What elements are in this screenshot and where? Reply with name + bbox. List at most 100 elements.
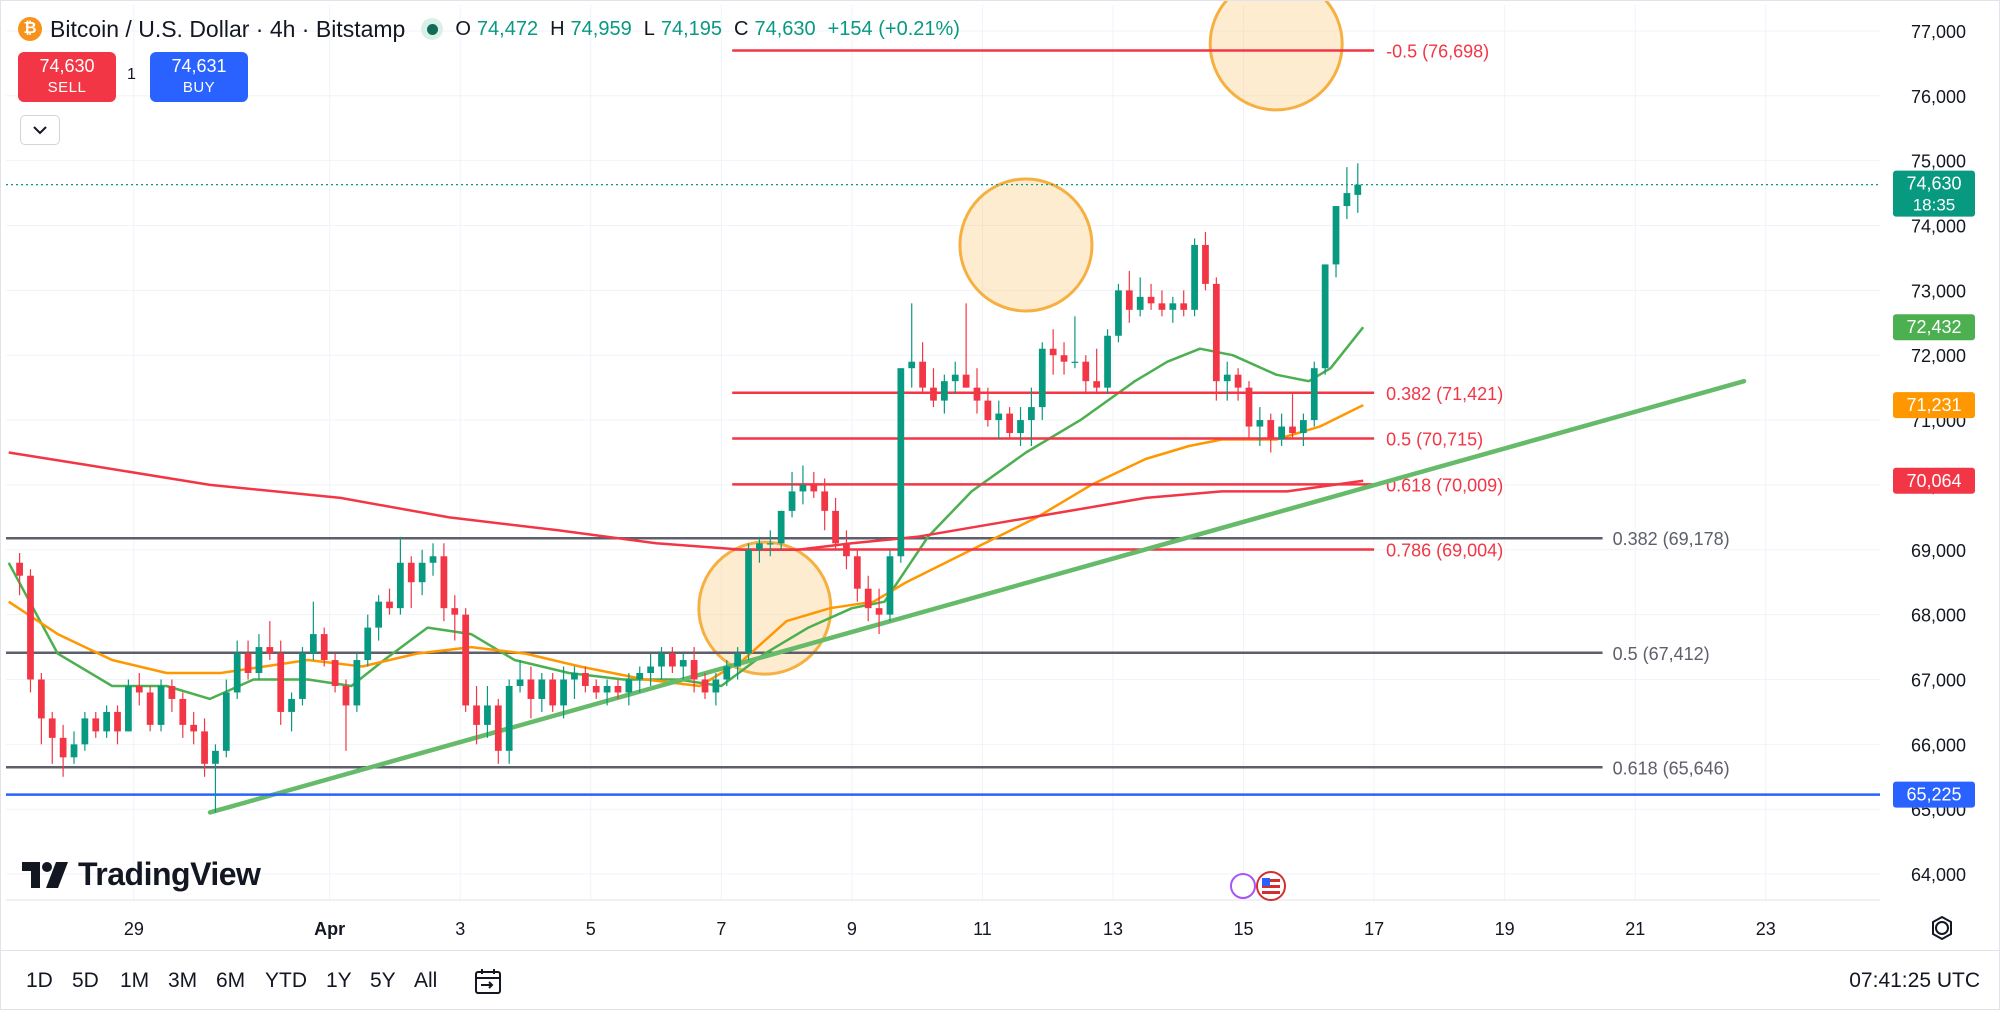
time-axis-tick: 7 bbox=[716, 919, 726, 939]
candle-body bbox=[1332, 206, 1340, 265]
range-all[interactable]: All bbox=[414, 969, 438, 992]
bottom-toolbar: 1D 5D 1M 3M 6M YTD 1Y 5Y All 07:41:25 UT… bbox=[0, 950, 2000, 1011]
candle bbox=[745, 543, 752, 661]
candle-body bbox=[1245, 387, 1253, 427]
price-axis-label: 72,432 bbox=[1893, 314, 1975, 341]
candle bbox=[1136, 277, 1144, 317]
candle bbox=[81, 711, 89, 751]
price-axis-label: 74,630 18:35 bbox=[1893, 170, 1975, 217]
range-1y[interactable]: 1Y bbox=[326, 969, 352, 992]
range-1m[interactable]: 1M bbox=[120, 969, 150, 992]
range-1d[interactable]: 1D bbox=[26, 969, 53, 992]
candle-body bbox=[179, 698, 187, 725]
candle-body bbox=[37, 679, 45, 719]
range-5d[interactable]: 5D bbox=[72, 969, 99, 992]
candle bbox=[962, 303, 970, 388]
candle-body bbox=[636, 673, 644, 680]
low-value: 74,195 bbox=[660, 17, 722, 40]
candle-body bbox=[125, 685, 132, 732]
ascending-trendline bbox=[207, 378, 1747, 815]
candle bbox=[1180, 290, 1188, 317]
fib-short-level-label: -0.5 (76,698) bbox=[1386, 42, 1489, 62]
candle-body bbox=[92, 718, 100, 732]
range-ytd[interactable]: YTD bbox=[265, 969, 307, 992]
candle-body bbox=[810, 484, 818, 492]
candle-body bbox=[853, 556, 861, 589]
candle-body bbox=[995, 413, 1003, 421]
candle bbox=[255, 634, 263, 680]
tradingview-logo-icon bbox=[22, 861, 68, 888]
candle bbox=[1169, 296, 1177, 323]
sell-price: 74,630 bbox=[39, 56, 95, 76]
candle-body bbox=[701, 679, 709, 693]
date-range-icon[interactable] bbox=[472, 965, 504, 997]
candle bbox=[16, 553, 23, 596]
candle-body bbox=[48, 718, 56, 738]
price-axis-tick: 74,000 bbox=[1911, 217, 1966, 237]
collapse-legend-button[interactable] bbox=[20, 115, 60, 145]
fib-long-level-label: 0.618 (65,646) bbox=[1613, 758, 1730, 778]
ma-slow-line bbox=[8, 451, 1364, 552]
candle-body bbox=[951, 374, 959, 382]
candle bbox=[679, 653, 687, 680]
candle bbox=[1332, 206, 1340, 278]
price-axis-label-bg bbox=[1893, 467, 1975, 494]
candle bbox=[462, 608, 470, 712]
time-axis-tick: 19 bbox=[1495, 919, 1515, 939]
price-axis-label-bg bbox=[1893, 314, 1975, 341]
candle-body bbox=[201, 731, 208, 764]
candle-body bbox=[821, 491, 829, 511]
candle bbox=[353, 653, 361, 712]
candle-body bbox=[516, 679, 524, 686]
candle-body bbox=[1343, 193, 1351, 207]
candle bbox=[505, 679, 513, 764]
candle-body bbox=[973, 387, 981, 401]
candle bbox=[1343, 167, 1351, 220]
candle-body bbox=[1202, 244, 1209, 284]
candle bbox=[27, 569, 34, 693]
utc-clock[interactable]: 07:41:25 UTC bbox=[1849, 969, 1980, 992]
buy-button[interactable]: 74,631 BUY bbox=[150, 52, 248, 102]
tradingview-logo[interactable]: TradingView bbox=[22, 856, 261, 893]
fib-short-level-label: 0.382 (71,421) bbox=[1386, 384, 1503, 404]
candle-body bbox=[494, 705, 502, 751]
range-5y[interactable]: 5Y bbox=[370, 969, 396, 992]
sell-label: SELL bbox=[47, 79, 87, 96]
candle-body bbox=[1093, 381, 1101, 388]
symbol-header[interactable]: ₿ Bitcoin / U.S. Dollar · 4h · Bitstamp … bbox=[18, 12, 966, 46]
flag-icon[interactable] bbox=[1230, 871, 1286, 901]
settings-icon[interactable] bbox=[1932, 916, 1952, 940]
candle-body bbox=[1038, 348, 1046, 408]
range-3m[interactable]: 3M bbox=[168, 969, 198, 992]
candle-body bbox=[462, 614, 470, 706]
candle-body bbox=[658, 653, 665, 667]
candle-body bbox=[168, 685, 176, 699]
buy-label: BUY bbox=[182, 79, 216, 96]
flag-icon-stripe bbox=[1262, 879, 1280, 882]
buy-price: 74,631 bbox=[171, 56, 227, 76]
candle bbox=[1115, 283, 1122, 343]
candle-body bbox=[1256, 420, 1264, 427]
candle-body bbox=[364, 627, 372, 661]
range-6m[interactable]: 6M bbox=[216, 969, 246, 992]
candle bbox=[668, 647, 676, 674]
order-quantity[interactable]: 1 bbox=[127, 66, 136, 83]
sell-button[interactable]: 74,630 SELL bbox=[18, 52, 116, 102]
candle bbox=[777, 510, 785, 550]
candle bbox=[1017, 407, 1024, 447]
candle-body bbox=[668, 653, 676, 667]
highlight-circle bbox=[958, 177, 1094, 313]
candle-body bbox=[560, 679, 567, 706]
price-axis-label: 71,231 bbox=[1893, 392, 1975, 419]
chevron-down-icon bbox=[33, 126, 47, 135]
candle-body bbox=[919, 361, 926, 388]
close-value: 74,630 bbox=[754, 17, 816, 40]
candle bbox=[146, 685, 154, 732]
candle bbox=[299, 647, 306, 706]
candle-body bbox=[1104, 335, 1111, 388]
candle-body bbox=[407, 562, 415, 583]
candle-body bbox=[930, 387, 937, 401]
time-axis-tick: 13 bbox=[1103, 919, 1123, 939]
candle bbox=[386, 588, 393, 615]
